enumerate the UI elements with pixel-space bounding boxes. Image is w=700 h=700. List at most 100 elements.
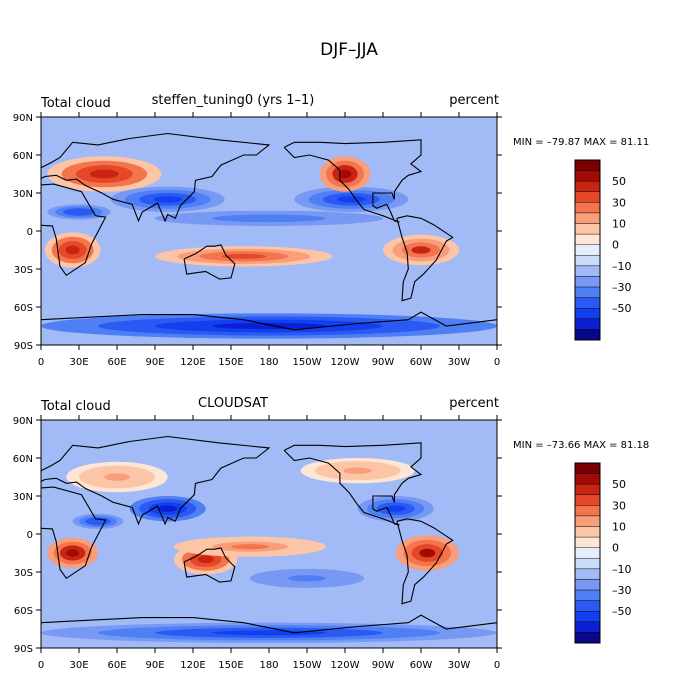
colorbar-frame xyxy=(574,462,601,644)
colorbar-label: –10 xyxy=(612,563,632,576)
colorbar-swatch xyxy=(574,255,601,267)
colorbar-label: –30 xyxy=(612,281,632,294)
colorbar-label: 10 xyxy=(612,521,626,534)
coastline xyxy=(41,183,107,277)
colorbar-swatch xyxy=(574,526,601,538)
colorbar-frame xyxy=(574,159,601,341)
lon-tick-label: 90E xyxy=(145,357,164,368)
colorbar-swatch xyxy=(574,505,601,517)
colorbar-label: 0 xyxy=(612,542,619,555)
colorbar-label: 30 xyxy=(612,499,626,512)
coastlines xyxy=(41,132,497,331)
lat-tick-label: 60S xyxy=(14,303,33,314)
lon-tick-label: 150W xyxy=(293,660,322,671)
colorbar-swatch xyxy=(574,568,601,580)
lat-tick-label: 90S xyxy=(14,341,33,352)
anomaly-blob xyxy=(153,196,182,203)
anomaly-blob xyxy=(91,519,105,524)
lon-tick-label: 90W xyxy=(372,357,395,368)
lon-tick-label: 30E xyxy=(69,660,88,671)
lon-tick-label: 0 xyxy=(38,357,44,368)
colorbar-swatch xyxy=(574,223,601,235)
lon-tick-label: 120W xyxy=(331,660,360,671)
coastlines xyxy=(41,435,497,634)
lat-tick-label: 30N xyxy=(13,189,33,200)
lon-tick-label: 30W xyxy=(448,660,471,671)
colorbar-swatch xyxy=(574,191,601,203)
colorbar-swatch xyxy=(574,308,601,320)
anomaly-blob xyxy=(158,505,178,512)
colorbar-swatch xyxy=(574,462,601,474)
anomaly-blob xyxy=(337,196,366,203)
colorbar-swatch xyxy=(574,276,601,288)
panel-left-label: Total cloud xyxy=(40,96,111,111)
lon-tick-label: 150E xyxy=(218,660,243,671)
lat-tick-label: 60N xyxy=(13,454,33,465)
lon-tick-label: 90E xyxy=(145,660,164,671)
colorbar-swatch xyxy=(574,233,601,245)
colorbar xyxy=(574,462,601,644)
lon-tick-label: 150E xyxy=(218,357,243,368)
anomaly-blob xyxy=(411,246,431,254)
lat-tick-label: 0 xyxy=(27,530,33,541)
lat-tick-label: 30S xyxy=(14,265,33,276)
colorbar-swatch xyxy=(574,212,601,224)
lat-tick-label: 90S xyxy=(14,644,33,655)
anomaly-blob xyxy=(288,575,326,582)
anomaly-blob xyxy=(66,549,79,557)
lon-tick-label: 30E xyxy=(69,357,88,368)
lat-tick-label: 90N xyxy=(13,113,33,124)
coastline xyxy=(283,139,423,223)
panel-right-label: percent xyxy=(449,93,499,108)
coastline xyxy=(41,435,271,526)
panel-center-label: steffen_tuning0 (yrs 1–1) xyxy=(152,93,315,108)
anomaly-blob xyxy=(343,467,372,474)
map-panel-2 xyxy=(36,415,601,653)
coastline xyxy=(183,547,236,583)
colorbar-label: 30 xyxy=(612,196,626,209)
lon-tick-label: 180 xyxy=(259,660,278,671)
lon-tick-label: 60W xyxy=(410,357,433,368)
lat-tick-label: 90N xyxy=(13,416,33,427)
colorbar-swatch xyxy=(574,170,601,182)
anomaly-blob xyxy=(386,505,406,512)
lon-tick-label: 60E xyxy=(107,660,126,671)
anomaly-blob xyxy=(221,253,266,259)
lon-tick-label: 120E xyxy=(180,660,205,671)
colorbar-swatch xyxy=(574,558,601,570)
stats-text: MIN = –73.66 MAX = 81.18 xyxy=(513,440,649,451)
coastline xyxy=(41,486,107,580)
colorbar-swatch xyxy=(574,600,601,612)
colorbar-label: 50 xyxy=(612,478,626,491)
colorbar-swatch xyxy=(574,329,601,341)
colorbar-swatch xyxy=(574,473,601,485)
lon-tick-label: 30W xyxy=(448,357,471,368)
coastline xyxy=(41,614,497,634)
colorbar-swatch xyxy=(574,632,601,644)
lon-tick-label: 60W xyxy=(410,660,433,671)
lon-tick-label: 0 xyxy=(38,660,44,671)
colorbar-swatch xyxy=(574,286,601,298)
lat-tick-label: 30S xyxy=(14,568,33,579)
colorbar-label: –10 xyxy=(612,260,632,273)
coastline xyxy=(41,311,497,331)
colorbar-swatch xyxy=(574,244,601,256)
lon-tick-label: 180 xyxy=(259,357,278,368)
panel-right-label: percent xyxy=(449,396,499,411)
anomaly-blob xyxy=(197,555,214,564)
figure-title: DJF–JJA xyxy=(320,40,378,60)
colorbar-label: 50 xyxy=(612,175,626,188)
colorbar-swatch xyxy=(574,621,601,633)
lon-tick-label: 90W xyxy=(372,660,395,671)
colorbar-swatch xyxy=(574,515,601,527)
colorbar-swatch xyxy=(574,159,601,171)
lon-tick-label: 150W xyxy=(293,357,322,368)
colorbar-swatch xyxy=(574,297,601,309)
colorbar-label: 10 xyxy=(612,218,626,231)
colorbar-swatch xyxy=(574,547,601,559)
lat-tick-label: 60N xyxy=(13,151,33,162)
colorbar-swatch xyxy=(574,483,601,495)
coastline xyxy=(183,244,236,280)
contour-field xyxy=(41,420,497,648)
